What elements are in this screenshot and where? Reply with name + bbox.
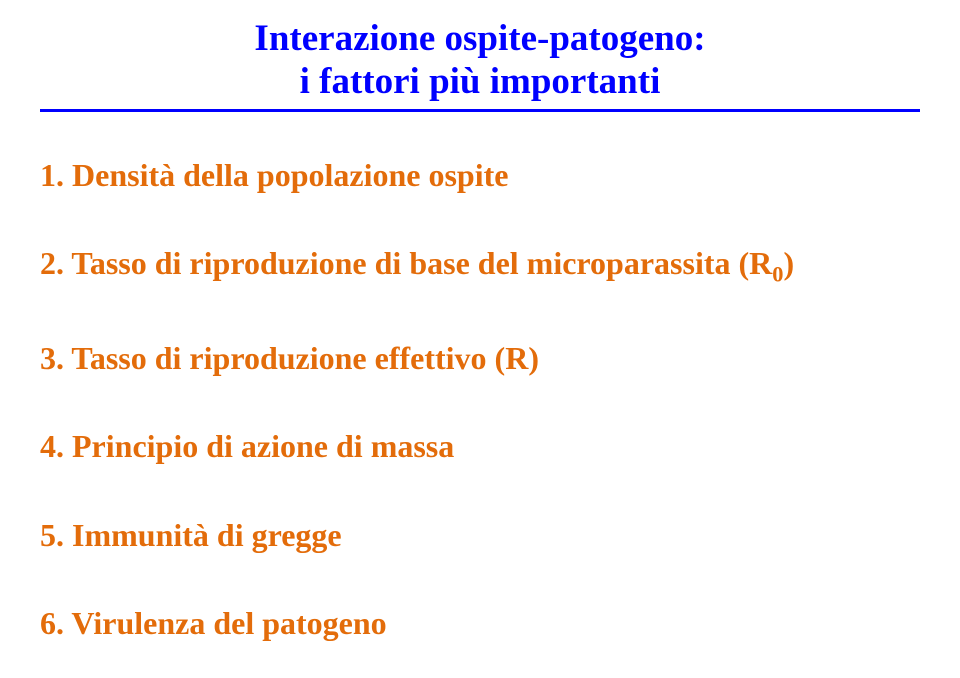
list-item: 5. Immunità di gregge (40, 516, 920, 554)
list-item: 4. Principio di azione di massa (40, 427, 920, 465)
numbered-list: 1. Densità della popolazione ospite 2. Ta… (40, 156, 920, 642)
title-line-1: Interazione ospite-patogeno: (40, 18, 920, 61)
title-line-2: i fattori più importanti (40, 61, 920, 104)
title-block: Interazione ospite-patogeno: i fattori p… (40, 18, 920, 103)
slide: Interazione ospite-patogeno: i fattori p… (0, 0, 960, 678)
list-item: 6. Virulenza del patogeno (40, 604, 920, 642)
list-item: 3. Tasso di riproduzione effettivo (R) (40, 339, 920, 377)
list-item: 1. Densità della popolazione ospite (40, 156, 920, 194)
horizontal-rule (40, 109, 920, 112)
list-item: 2. Tasso di riproduzione di base del mic… (40, 244, 920, 288)
